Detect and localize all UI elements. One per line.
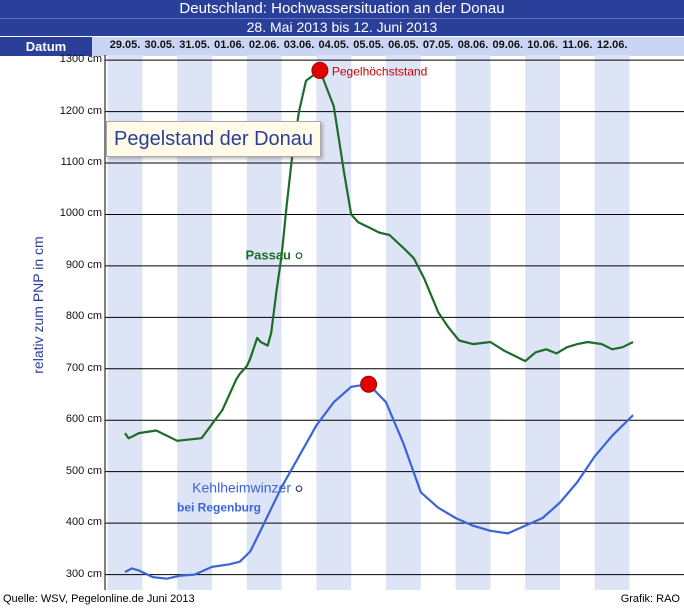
series-line-passau — [124, 69, 634, 442]
y-tick-label: 400 cm — [65, 516, 102, 529]
y-tick-label: 500 cm — [65, 464, 102, 477]
y-tick-label: 1000 cm — [59, 207, 102, 220]
x-tick-label: 04.05. — [318, 39, 350, 51]
x-tick-label: 10.06. — [527, 39, 558, 51]
y-tick-label: 700 cm — [65, 361, 102, 374]
peak-annotation: Pegelhöchststand — [332, 64, 427, 78]
x-tick-label: 07.05. — [422, 39, 454, 51]
y-tick-label: 1100 cm — [60, 156, 102, 169]
y-tick-label: 800 cm — [65, 310, 102, 323]
x-tick-label: 08.06. — [457, 39, 489, 51]
date-band — [386, 55, 421, 590]
y-axis-label: relativ zum PNP in cm — [30, 236, 46, 374]
x-tick-label: 29.05. — [109, 39, 141, 51]
date-header-label: Datum — [0, 37, 92, 56]
y-tick-label: 900 cm — [65, 258, 102, 271]
date-band — [594, 55, 630, 590]
x-tick-label: 05.05. — [353, 39, 384, 51]
date-band — [525, 55, 560, 590]
x-tick-label: 03.06. — [283, 39, 315, 51]
credit-note: Grafik: RAO — [620, 593, 680, 605]
x-tick-label: 09.06. — [492, 39, 524, 51]
chart-title: Pegelstand der Donau — [106, 121, 322, 157]
x-tick-label: 06.05. — [388, 39, 419, 51]
y-tick-label: 1300 cm — [59, 53, 102, 66]
y-tick-label: 600 cm — [65, 413, 102, 426]
x-tick-label: 30.05. — [144, 39, 176, 51]
peak-marker-kehlheimwinzer — [360, 375, 378, 393]
x-tick-label: 11.06. — [562, 39, 593, 51]
chart-header-subtitle: 28. Mai 2013 bis 12. Juni 2013 — [0, 18, 684, 36]
source-note: Quelle: WSV, Pegelonline.de Juni 2013 — [3, 593, 195, 605]
kehlheim-sub-annotation: bei Regenburg — [177, 501, 261, 515]
y-tick-label: 300 cm — [65, 567, 102, 580]
date-band — [316, 55, 352, 590]
kehlheim-label-dot — [295, 485, 303, 492]
x-tick-label: 02.06. — [248, 39, 280, 51]
y-tick-label: 1200 cm — [59, 104, 102, 117]
series-line-kehlheimwinzer — [124, 383, 634, 580]
passau-label-dot — [295, 252, 303, 259]
x-tick-label: 12.06. — [596, 39, 628, 51]
x-tick-label: 01.06. — [214, 39, 245, 51]
passau-annotation: Passau — [245, 248, 291, 263]
kehlheim-annotation: Kehlheimwinzer — [192, 480, 291, 496]
date-header-row: Datum — [0, 36, 684, 56]
x-tick-label: 31.05. — [179, 39, 210, 51]
date-band — [455, 55, 491, 590]
peak-marker-passau — [311, 61, 329, 79]
chart-header-title: Deutschland: Hochwassersituation an der … — [0, 0, 684, 18]
